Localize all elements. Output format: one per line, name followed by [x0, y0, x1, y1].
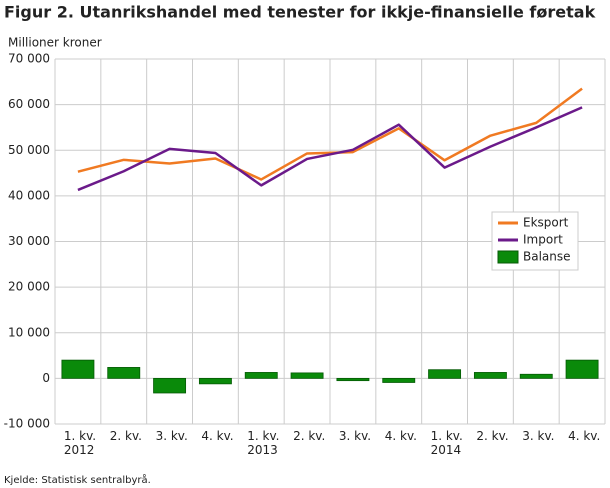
line	[77, 87, 583, 181]
bar	[473, 372, 507, 379]
x-tick-label: 2. kv.	[109, 429, 142, 443]
x-tick-label: 3. kv.	[338, 429, 372, 443]
bar	[290, 372, 324, 379]
legend-swatch	[497, 250, 519, 264]
y-tick-label: 40 000	[8, 188, 50, 202]
y-tick-label: 10 000	[8, 325, 50, 339]
bar	[565, 359, 599, 379]
y-axis-label: Millioner kroner	[8, 36, 102, 50]
x-tick-label: 2. kv.	[476, 429, 509, 443]
x-tick-label: 1. kv. 2012	[63, 429, 97, 457]
x-tick-label: 3. kv.	[522, 429, 555, 443]
x-tick-label: 1. kv. 2014	[430, 429, 463, 457]
legend-label: Balanse	[523, 250, 571, 264]
x-tick-label: 4. kv.	[568, 429, 601, 443]
y-tick-label: 50 000	[8, 143, 50, 157]
bar	[153, 377, 187, 394]
bar	[336, 377, 370, 382]
x-tick-label: 2. kv.	[293, 429, 326, 443]
y-tick-label: 20 000	[8, 280, 50, 294]
y-tick-label: 70 000	[8, 52, 50, 66]
bar	[244, 372, 278, 379]
y-tick-label: 30 000	[8, 234, 50, 248]
bar	[519, 373, 553, 379]
x-tick-label: 4. kv.	[201, 429, 234, 443]
x-tick-label: 3. kv.	[155, 429, 188, 443]
bar	[428, 369, 462, 379]
legend-label: Import	[523, 233, 563, 247]
line	[77, 106, 583, 192]
y-tick-label: -10 000	[4, 417, 50, 431]
source: Kjelde: Statistisk sentralbyrå.	[4, 473, 151, 486]
bar	[61, 359, 95, 379]
y-tick-label: 60 000	[8, 97, 50, 111]
bar	[382, 377, 416, 383]
x-tick-label: 4. kv.	[384, 429, 417, 443]
bar	[107, 367, 141, 379]
x-tick-label: 1. kv. 2013	[247, 429, 280, 457]
chart-title: Figur 2. Utanrikshandel med tenester for…	[4, 3, 596, 22]
y-tick-label: 0	[42, 371, 50, 385]
legend-label: Eksport	[523, 216, 569, 230]
bar	[198, 377, 232, 385]
